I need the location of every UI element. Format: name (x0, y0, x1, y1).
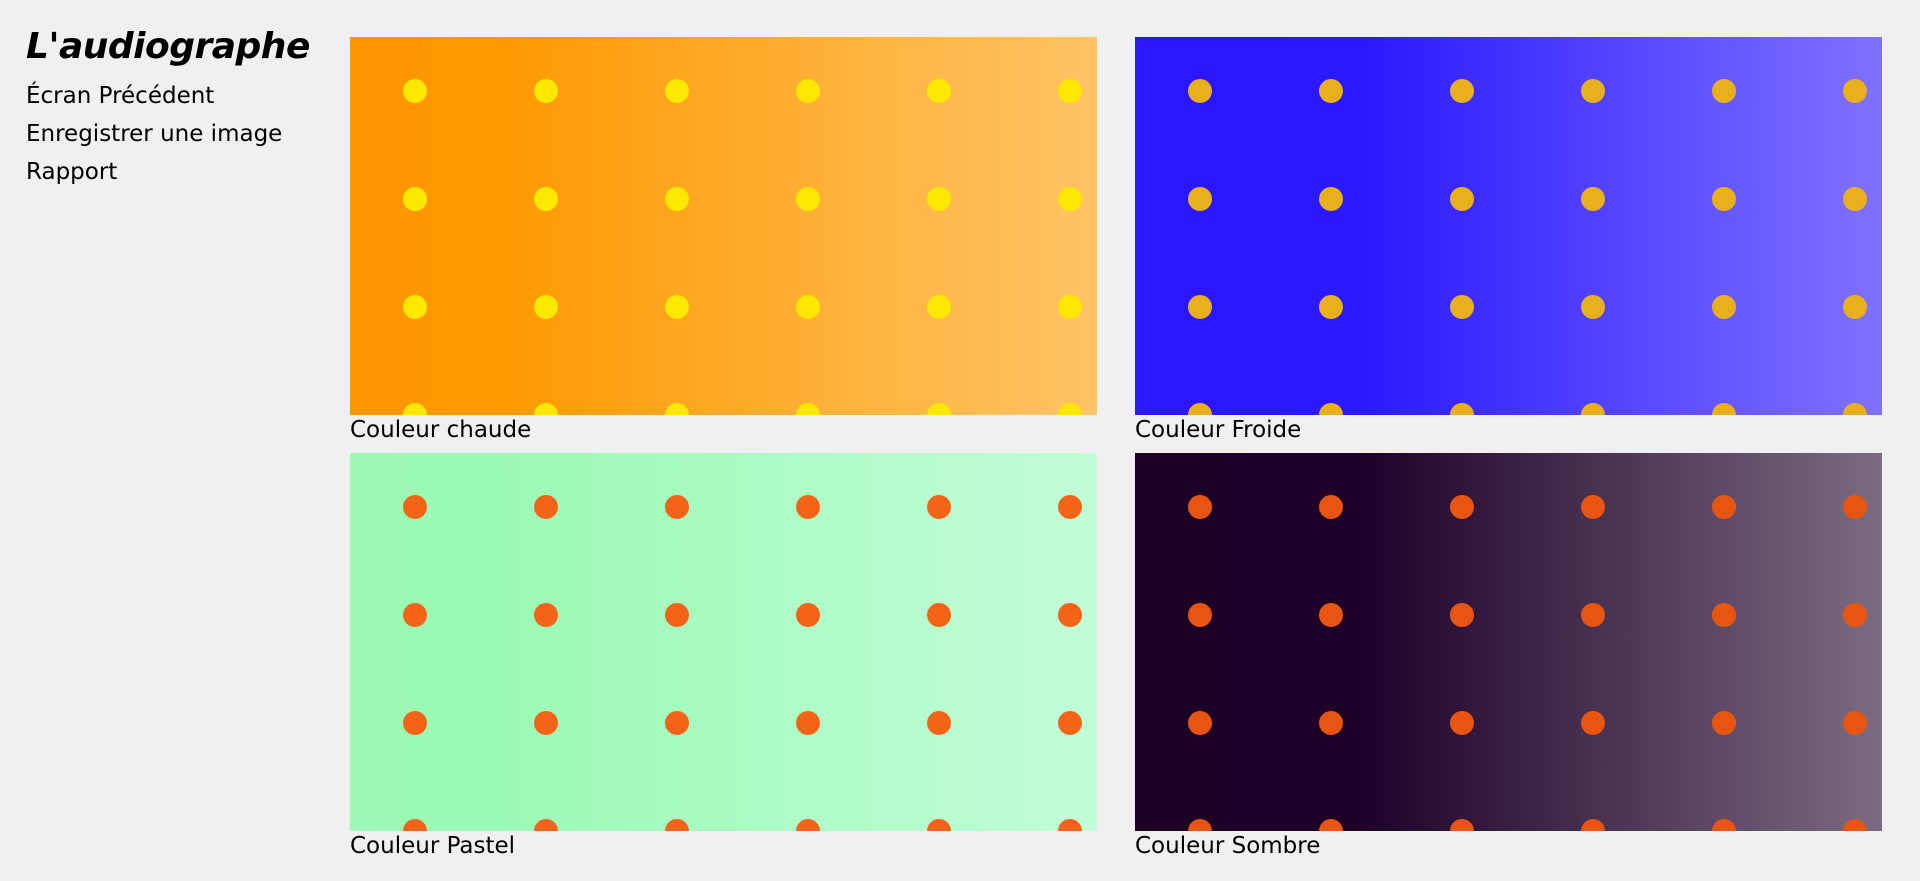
color-panel[interactable] (1135, 453, 1882, 831)
app-title: L'audiographe (26, 26, 310, 67)
panel-caption: Couleur Pastel (350, 833, 516, 859)
panel-caption: Couleur Froide (1135, 417, 1302, 443)
panel-caption: Couleur chaude (350, 417, 532, 443)
panel-caption: Couleur Sombre (1135, 833, 1321, 859)
nav-link[interactable]: Écran Précédent (26, 83, 215, 109)
color-panel[interactable] (350, 37, 1097, 415)
color-panel[interactable] (1135, 37, 1882, 415)
nav-link[interactable]: Enregistrer une image (26, 121, 283, 147)
nav-link[interactable]: Rapport (26, 159, 118, 185)
color-panel[interactable] (350, 453, 1097, 831)
